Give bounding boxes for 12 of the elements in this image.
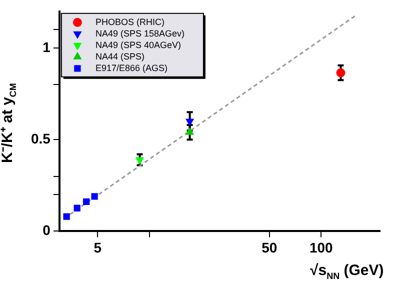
legend-label: NA49 (SPS 158AGev) [95, 28, 185, 38]
legend-label: NA49 (SPS 40AGeV) [95, 40, 182, 50]
x-tick-label: 100 [309, 239, 334, 256]
y-tick-label: 1 [42, 38, 51, 55]
x-tick-label: 5 [94, 239, 102, 256]
legend-label: PHOBOS (RHIC) [95, 16, 164, 27]
x-tick-label: 50 [262, 239, 278, 256]
y-tick-label: 0.5 [30, 130, 51, 146]
x-axis-title: √s$_{NN}$ (GeV) [310, 262, 384, 281]
legend-label: E917/E866 (AGS) [95, 62, 168, 73]
legend-label: NA44 (SPS) [95, 51, 144, 62]
y-tick-label: 0 [42, 222, 51, 238]
